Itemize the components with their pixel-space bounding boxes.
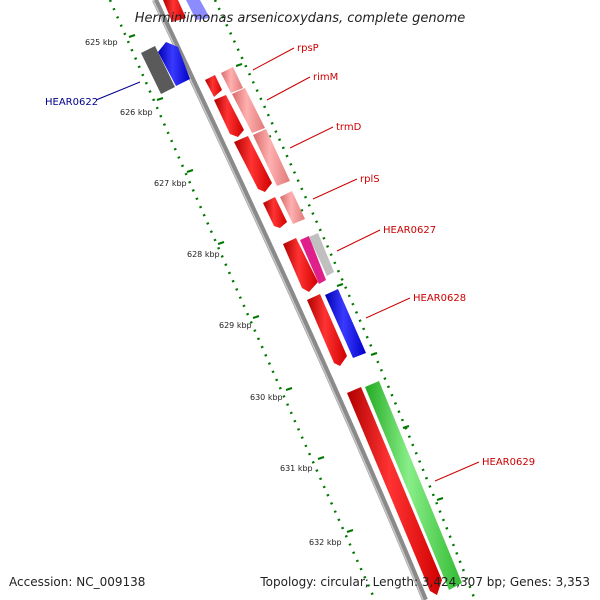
gene-label-rimm[interactable]: rimM [313,72,338,83]
genome-title: Herminiimonas arsenicoxydans, complete g… [135,11,465,26]
cds-top-red[interactable] [163,0,186,22]
cds-hear0628-red[interactable] [307,294,347,366]
tick-label: 627 kbp [154,179,187,188]
cds-rimm-red[interactable] [214,95,244,137]
cds-rimm-pink[interactable] [232,88,265,133]
gene-label-hear0627[interactable]: HEAR0627 [383,225,436,236]
gene-label-hear0628[interactable]: HEAR0628 [413,293,466,304]
cds-top-blue[interactable] [186,0,210,20]
genome-backbone [152,0,428,600]
tick-label: 625 kbp [85,38,118,47]
cds-rpsp-pink[interactable] [221,67,243,93]
cds-rpls-pink[interactable] [280,191,305,224]
outer-ticks [235,63,444,501]
cds-hear0629-green[interactable] [365,381,462,590]
genome-backbone-highlight [152,0,424,600]
scale-dotted-track [108,0,377,600]
scale-ticks [128,34,354,533]
genome-summary-text: Topology: circular; Length: 3,424,307 bp… [259,575,590,589]
cds-hear0628-blue[interactable] [325,289,366,358]
tick-label: 626 kbp [120,108,153,117]
gene-label-rpls[interactable]: rplS [360,174,380,185]
cds-hear0627-magenta[interactable] [300,236,326,284]
tick-label: 630 kbp [250,393,283,402]
cds-trmd-pink[interactable] [253,129,290,186]
cds-rpsp-red[interactable] [205,75,222,97]
accession-text: Accession: NC_009138 [9,575,145,589]
tick-label: 628 kbp [187,250,220,259]
cds-hear0622[interactable] [158,42,190,86]
cds-hear0627-red[interactable] [283,238,318,292]
tick-label: 631 kbp [280,464,313,473]
cds-hear0629-red[interactable] [347,387,442,595]
cds-trmd-red[interactable] [234,136,272,192]
gene-label-rpsp[interactable]: rpsP [297,43,319,54]
gene-label-hear0622[interactable]: HEAR0622 [45,97,98,108]
tick-label: 632 kbp [309,538,342,547]
label-leaders [95,47,480,482]
tick-label: 629 kbp [219,321,252,330]
gene-label-trmd[interactable]: trmD [336,122,362,133]
cds-gray[interactable] [141,46,175,94]
gene-label-hear0629[interactable]: HEAR0629 [482,457,535,468]
cds-rpls-red[interactable] [263,197,287,228]
cds-hear0627-gray[interactable] [309,233,334,276]
